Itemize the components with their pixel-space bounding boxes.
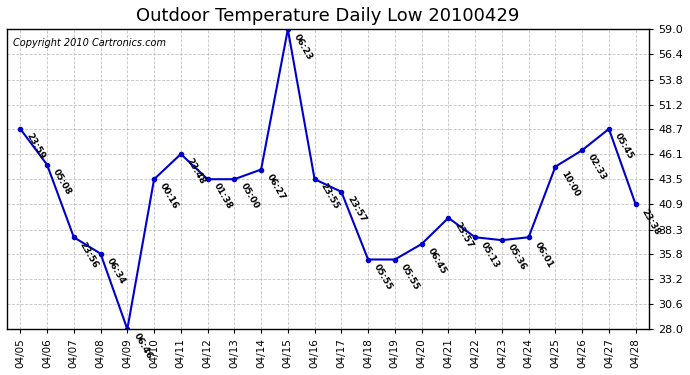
Text: 23:55: 23:55 xyxy=(319,182,341,211)
Text: 06:27: 06:27 xyxy=(265,172,287,202)
Text: 23:57: 23:57 xyxy=(346,195,368,224)
Text: 10:00: 10:00 xyxy=(560,170,582,198)
Text: 05:45: 05:45 xyxy=(613,132,635,161)
Text: 23:57: 23:57 xyxy=(453,220,475,250)
Text: 05:13: 05:13 xyxy=(480,240,502,269)
Text: 02:33: 02:33 xyxy=(586,153,609,182)
Text: 06:45: 06:45 xyxy=(426,247,448,276)
Text: 23:56: 23:56 xyxy=(78,240,100,269)
Text: 01:38: 01:38 xyxy=(212,182,234,211)
Text: 05:00: 05:00 xyxy=(239,182,260,211)
Text: 05:36: 05:36 xyxy=(506,243,528,272)
Text: 05:08: 05:08 xyxy=(51,168,73,196)
Title: Outdoor Temperature Daily Low 20100429: Outdoor Temperature Daily Low 20100429 xyxy=(137,7,520,25)
Text: Copyright 2010 Cartronics.com: Copyright 2010 Cartronics.com xyxy=(13,38,166,48)
Text: 23:48: 23:48 xyxy=(185,157,207,186)
Text: 00:16: 00:16 xyxy=(158,182,180,211)
Text: 05:55: 05:55 xyxy=(373,262,394,291)
Text: 06:34: 06:34 xyxy=(105,256,127,286)
Text: 23:38: 23:38 xyxy=(640,207,662,236)
Text: 23:59: 23:59 xyxy=(24,132,47,161)
Text: 06:23: 06:23 xyxy=(292,32,314,61)
Text: 05:55: 05:55 xyxy=(399,262,421,291)
Text: 06:01: 06:01 xyxy=(533,240,555,269)
Text: 06:46: 06:46 xyxy=(132,332,154,361)
